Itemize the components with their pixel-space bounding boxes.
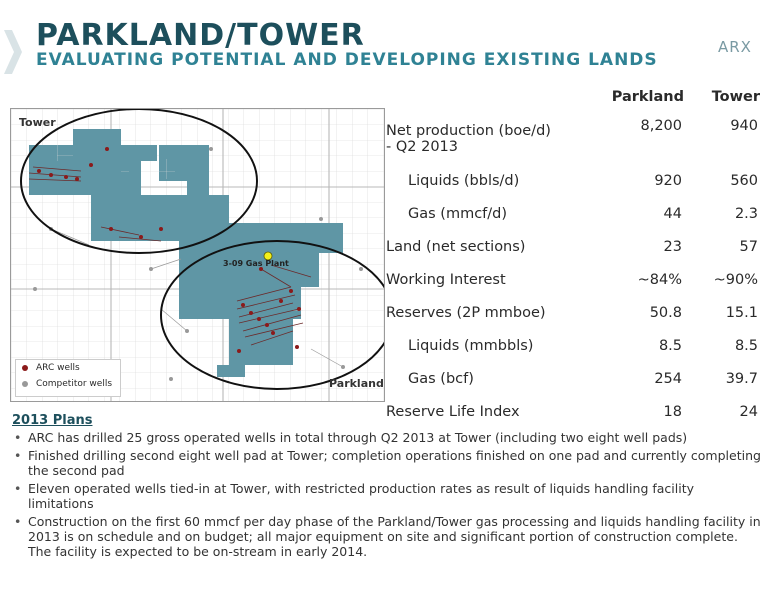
table-row: Reserve Life Index 18 24: [386, 395, 766, 428]
legend-item-competitor: Competitor wells: [16, 376, 120, 392]
arc-wells: [37, 147, 301, 353]
column-header-tower: Tower: [711, 89, 760, 105]
plans-heading: 2013 Plans: [12, 413, 93, 428]
map-graphic: [11, 109, 384, 401]
parkland-value: 8.5: [658, 337, 682, 354]
parkland-land: [179, 223, 343, 377]
row-label: Net production (boe/d) - Q2 2013: [386, 123, 551, 155]
competitor-traces: [50, 228, 344, 368]
competitor-wells-icon: [22, 381, 28, 387]
parkland-value: 254: [654, 370, 682, 387]
chevron-icon: [4, 30, 22, 74]
map-legend: ARC wells Competitor wells: [15, 359, 121, 397]
tower-ellipse: [20, 109, 258, 254]
row-label: Gas (bcf): [408, 370, 474, 387]
table-row: Gas (bcf) 254 39.7: [386, 362, 766, 395]
list-item: Construction on the first 60 mmcf per da…: [12, 514, 762, 559]
legend-label: Competitor wells: [36, 379, 113, 389]
parkland-value: 44: [663, 205, 682, 222]
competitor-wells: [33, 147, 363, 381]
legend-item-arc: ARC wells: [16, 360, 120, 376]
parkland-value: 23: [663, 238, 682, 255]
list-item: Eleven operated wells tied-in at Tower, …: [12, 481, 762, 511]
tower-value: 8.5: [734, 337, 758, 354]
column-header-parkland: Parkland: [611, 89, 684, 105]
legend-label: ARC wells: [36, 363, 80, 373]
page-title: PARKLAND/TOWER: [36, 18, 365, 53]
table-row: Reserves (2P mmboe) 50.8 15.1: [386, 296, 766, 329]
tower-value: 57: [739, 238, 758, 255]
stats-header-row: Parkland Tower: [386, 86, 766, 114]
row-label: Gas (mmcf/d): [408, 205, 508, 222]
row-label: Working Interest: [386, 271, 506, 288]
parkland-value: 50.8: [649, 304, 682, 321]
tower-value: 24: [739, 403, 758, 420]
tower-value: 2.3: [734, 205, 758, 222]
tower-value: ~90%: [713, 271, 758, 288]
table-row: Liquids (bbls/d) 920 560: [386, 164, 766, 197]
row-label: Liquids (bbls/d): [408, 172, 520, 189]
tower-value: 15.1: [725, 304, 758, 321]
row-label: Reserves (2P mmboe): [386, 304, 546, 321]
gas-plant-label: 3-09 Gas Plant: [223, 259, 289, 268]
table-row: Net production (boe/d) - Q2 2013 8,200 9…: [386, 114, 766, 164]
row-label: Reserve Life Index: [386, 403, 520, 420]
parkland-value: 920: [654, 172, 682, 189]
parkland-value: 8,200: [640, 118, 682, 134]
tower-value: 940: [730, 118, 758, 134]
parkland-ellipse: [160, 240, 384, 390]
plans-list: ARC has drilled 25 gross operated wells …: [12, 430, 762, 562]
row-label: Land (net sections): [386, 238, 526, 255]
well-traces: [28, 166, 312, 346]
tower-map-label: Tower: [19, 116, 56, 129]
tower-land: [29, 129, 229, 241]
list-item: Finished drilling second eight well pad …: [12, 448, 762, 478]
tower-value: 39.7: [725, 370, 758, 387]
tower-value: 560: [730, 172, 758, 189]
page-subtitle: EVALUATING POTENTIAL AND DEVELOPING EXIS…: [36, 50, 658, 70]
table-row: Gas (mmcf/d) 44 2.3: [386, 197, 766, 230]
list-item: ARC has drilled 25 gross operated wells …: [12, 430, 762, 445]
row-label: Liquids (mmbbls): [408, 337, 534, 354]
table-row: Land (net sections) 23 57: [386, 230, 766, 263]
gas-plant-marker: [263, 251, 273, 261]
table-row: Liquids (mmbbls) 8.5 8.5: [386, 329, 766, 362]
parkland-map-label: Parkland: [329, 377, 384, 390]
parkland-value: ~84%: [637, 271, 682, 288]
table-row: Working Interest ~84% ~90%: [386, 263, 766, 296]
stats-table: Parkland Tower Net production (boe/d) - …: [386, 86, 766, 428]
parkland-value: 18: [663, 403, 682, 420]
land-map: Tower Parkland 3-09 Gas Plant ARC wells …: [10, 108, 385, 402]
company-logo: ARX: [718, 38, 752, 56]
arc-wells-icon: [22, 365, 28, 371]
